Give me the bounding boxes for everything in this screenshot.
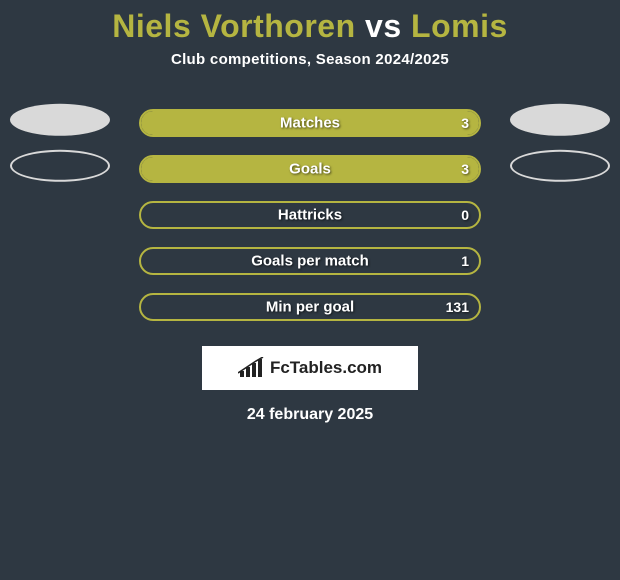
stat-label: Goals per match <box>251 253 369 270</box>
stat-value-right: 3 <box>461 161 469 177</box>
left-ellipse <box>10 104 110 136</box>
stat-label: Min per goal <box>266 299 354 316</box>
stat-bar: Matches 3 <box>139 109 481 137</box>
stat-value-right: 0 <box>461 207 469 223</box>
right-ellipse <box>510 150 610 182</box>
stat-bar: Hattricks 0 <box>139 201 481 229</box>
stat-row: Min per goal 131 <box>0 284 620 330</box>
stat-area: Matches 3 Goals 3 Hattricks 0 Goals per match 1… <box>0 100 620 330</box>
player2-name: Lomis <box>411 8 508 44</box>
source-logo: FcTables.com <box>202 346 418 390</box>
stat-label: Goals <box>289 161 331 178</box>
left-ellipse <box>10 150 110 182</box>
stat-value-right: 131 <box>446 299 469 315</box>
player1-name: Niels Vorthoren <box>112 8 355 44</box>
stat-row: Goals per match 1 <box>0 238 620 284</box>
stat-bar: Goals per match 1 <box>139 247 481 275</box>
stat-row: Hattricks 0 <box>0 192 620 238</box>
comparison-title: Niels Vorthoren vs Lomis <box>112 8 508 45</box>
date-label: 24 february 2025 <box>247 406 373 424</box>
infographic-container: Niels Vorthoren vs Lomis Club competitio… <box>0 0 620 424</box>
stat-label: Matches <box>280 115 340 132</box>
stat-label: Hattricks <box>278 207 342 224</box>
stat-row: Goals 3 <box>0 146 620 192</box>
logo-text: FcTables.com <box>270 358 382 378</box>
chart-icon <box>238 357 264 379</box>
vs-label: vs <box>365 8 402 44</box>
right-ellipse <box>510 104 610 136</box>
stat-bar: Goals 3 <box>139 155 481 183</box>
stat-value-right: 3 <box>461 115 469 131</box>
stat-row: Matches 3 <box>0 100 620 146</box>
stat-value-right: 1 <box>461 253 469 269</box>
stat-bar: Min per goal 131 <box>139 293 481 321</box>
subtitle: Club competitions, Season 2024/2025 <box>171 51 449 68</box>
